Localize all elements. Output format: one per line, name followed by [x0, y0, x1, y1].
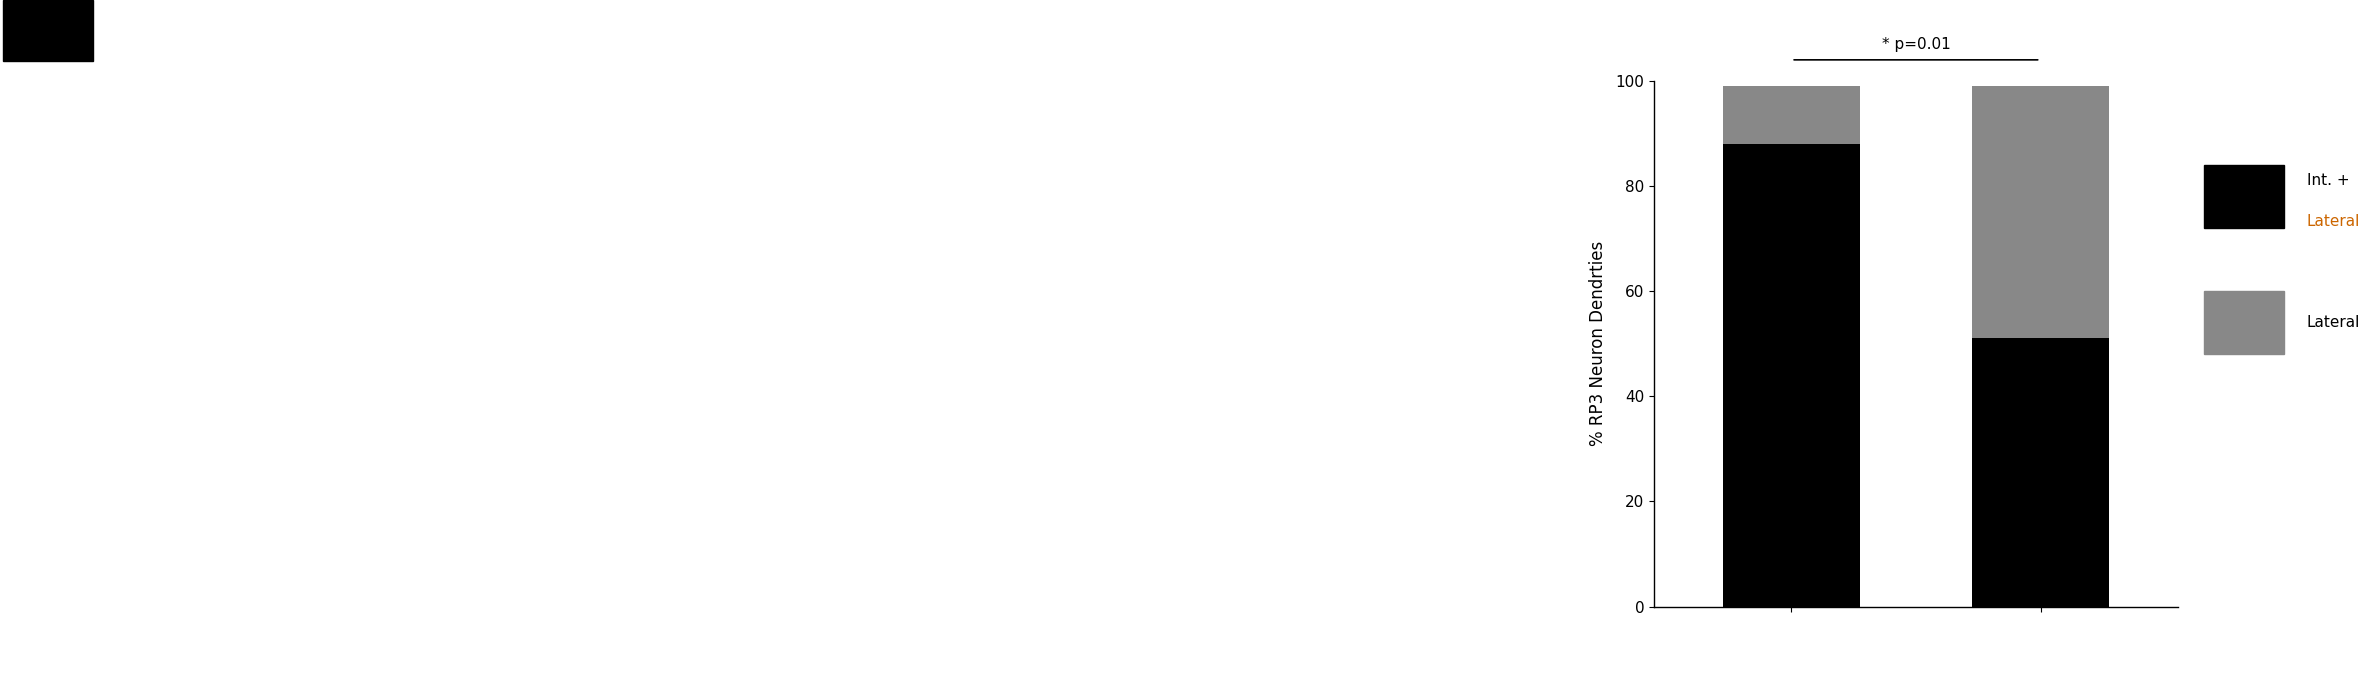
Text: * p=0.01: * p=0.01 [1883, 37, 1949, 52]
Bar [1973, 86, 2109, 338]
Bar [1723, 144, 1859, 607]
Bar [2204, 291, 2285, 355]
Text: Int. +: Int. + [2306, 173, 2349, 188]
Y-axis label: % RP3 Neuron Dendrties: % RP3 Neuron Dendrties [1590, 241, 1607, 446]
Bar [2204, 165, 2285, 228]
Text: Lateral: Lateral [2306, 214, 2361, 229]
Text: Lateral: Lateral [2306, 315, 2361, 330]
Bar [2, 0, 93, 61]
Bar [1973, 338, 2109, 607]
Bar [1723, 86, 1859, 144]
